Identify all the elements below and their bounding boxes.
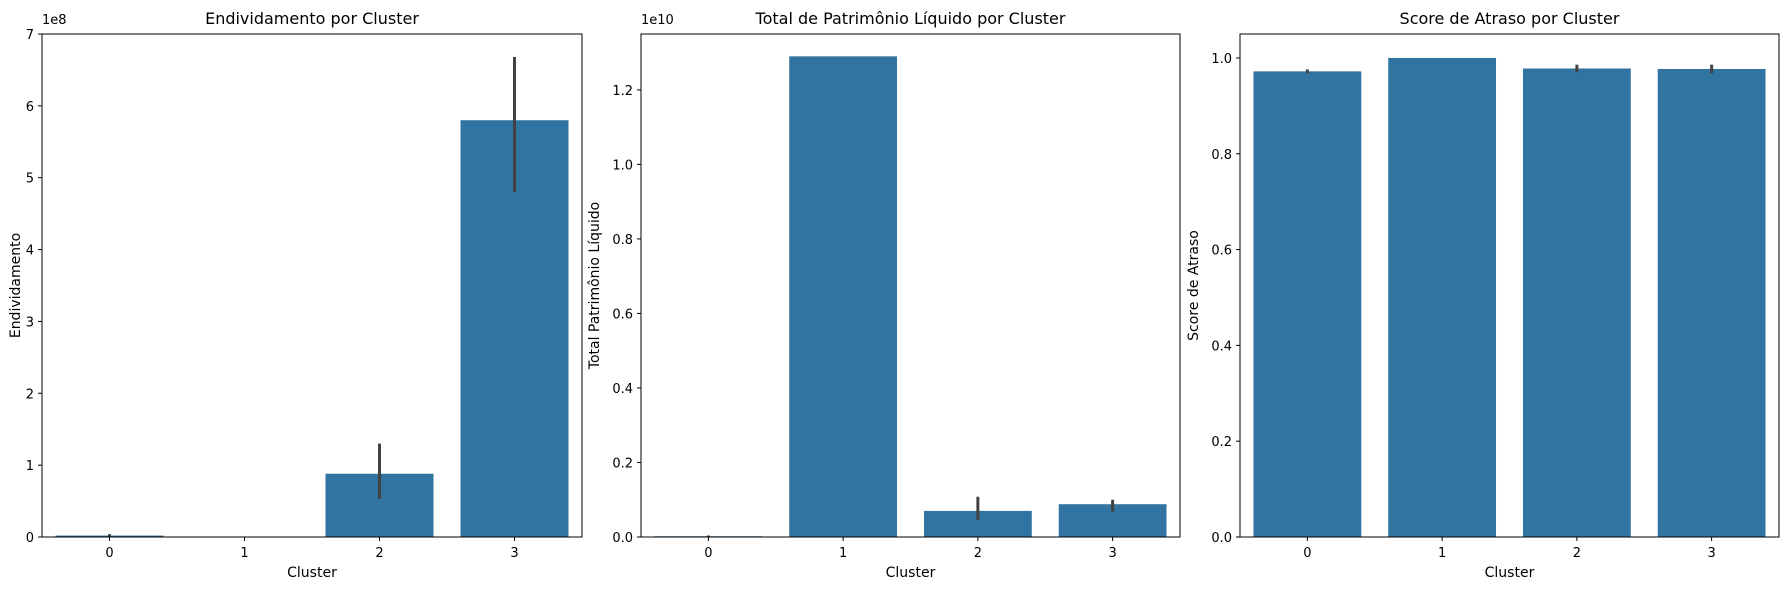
xtick-label-0-0: 0: [105, 546, 113, 561]
chart-panel-0: 0 1 2 3 4 5 6 7 0 1 2 3 Endividamento por Cluster Clu…: [8, 9, 583, 581]
y-axis-label-2: Score de Atraso: [1186, 230, 1202, 341]
xtick-label-1-0: 0: [704, 546, 712, 561]
xtick-label-2-3: 3: [1707, 546, 1715, 561]
xtick-label-2-2: 2: [1573, 546, 1581, 561]
ytick-label-0-3: 3: [26, 315, 34, 330]
x-axis-label-2: Cluster: [1485, 565, 1535, 581]
axes-frame-2: [1239, 33, 1780, 538]
chart-title-2: Score de Atraso por Cluster: [1400, 9, 1620, 28]
xtick-label-2-0: 0: [1303, 546, 1311, 561]
bar-1-1: [789, 56, 898, 537]
ytick-label-2-0: 0.0: [1211, 531, 1232, 546]
xtick-label-0-3: 3: [510, 546, 518, 561]
x-axis-label-0: Cluster: [287, 565, 337, 581]
ytick-label-1-6: 1.2: [612, 84, 633, 99]
ytick-label-1-0: 0.0: [612, 531, 633, 546]
ytick-label-1-1: 0.2: [612, 456, 633, 471]
ytick-label-2-4: 0.8: [1211, 148, 1232, 163]
xtick-label-1-3: 3: [1108, 546, 1116, 561]
y-axis-label-0: Endividamento: [8, 233, 24, 338]
ytick-label-1-5: 1.0: [612, 158, 633, 173]
scale-label-1: 1e10: [641, 13, 674, 28]
bar-2-0: [1253, 71, 1362, 537]
xtick-label-0-2: 2: [375, 546, 383, 561]
ytick-label-1-3: 0.6: [612, 307, 633, 322]
xtick-label-0-1: 1: [240, 546, 248, 561]
chart-title-1: Total de Patrimônio Líquido por Cluster: [755, 9, 1066, 28]
bar-2-3: [1657, 68, 1766, 538]
chart-title-0: Endividamento por Cluster: [205, 9, 419, 28]
ytick-label-1-2: 0.4: [612, 382, 633, 397]
ytick-label-0-6: 6: [26, 100, 34, 115]
ytick-label-0-0: 0: [26, 531, 34, 546]
chart-panel-2: 0.0 0.2 0.4 0.6 0.8 1.0 0 1 2 3 Score de Atraso po…: [1186, 9, 1780, 581]
axes-frame-0: [41, 33, 583, 538]
ytick-label-0-5: 5: [26, 172, 34, 187]
bar-2-1: [1388, 57, 1497, 537]
ytick-label-0-2: 2: [26, 387, 34, 402]
ytick-label-0-1: 1: [26, 459, 34, 474]
chart-panel-1: 0.0 0.2 0.4 0.6 0.8 1.0 1.2 0 1 2 3 Total de Patrim…: [587, 9, 1181, 581]
xtick-label-1-2: 2: [974, 546, 982, 561]
ytick-label-2-1: 0.2: [1211, 435, 1232, 450]
axes-frame-1: [640, 33, 1181, 538]
ytick-label-2-2: 0.4: [1211, 339, 1232, 354]
ytick-label-2-3: 0.6: [1211, 244, 1232, 259]
scale-label-0: 1e8: [42, 13, 67, 28]
bar-2-2: [1522, 68, 1631, 538]
ytick-label-1-4: 0.8: [612, 233, 633, 248]
ytick-label-2-5: 1.0: [1211, 52, 1232, 67]
x-axis-label-1: Cluster: [886, 565, 936, 581]
ytick-label-0-7: 7: [26, 28, 34, 43]
xtick-label-1-1: 1: [839, 546, 847, 561]
ytick-label-0-4: 4: [26, 244, 34, 259]
xtick-label-2-1: 1: [1438, 546, 1446, 561]
y-axis-label-1: Total Patrimônio Líquido: [587, 202, 603, 370]
